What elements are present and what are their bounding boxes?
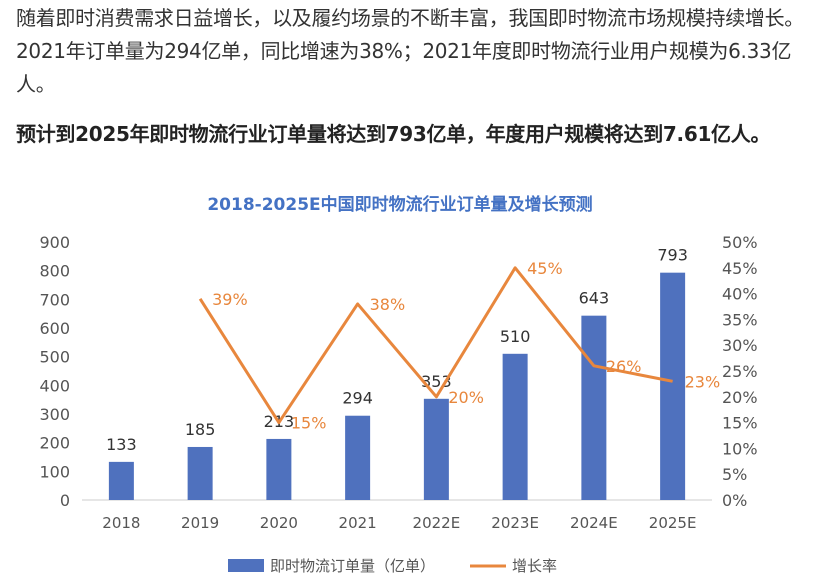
left-axis-tick: 400 [39,376,70,395]
left-axis-tick: 700 [39,290,70,309]
line-data-label: 15% [291,414,327,433]
left-axis-tick: 300 [39,405,70,424]
intro-paragraph: 随着即时消费需求日益增长，以及履约场景的不断丰富，我国即时物流市场规模持续增长。… [16,6,804,96]
legend-line-label: 增长率 [512,557,557,575]
x-axis-tick: 2022E [413,514,461,532]
left-axis-tick: 100 [39,462,70,481]
x-axis-tick: 2023E [491,514,539,532]
bar-data-label: 510 [500,327,531,346]
line-data-label: 26% [606,357,642,376]
x-axis-tick: 2021 [339,514,377,532]
bar [660,272,686,500]
x-axis-tick: 2019 [181,514,219,532]
bar [581,315,607,500]
left-axis-tick: 200 [39,434,70,453]
left-axis-tick: 800 [39,262,70,281]
bar [502,353,528,500]
bar [345,415,371,500]
line-data-label: 39% [212,290,248,309]
right-axis-tick: 10% [722,439,758,458]
right-axis-tick: 30% [722,336,758,355]
right-axis-tick: 35% [722,310,758,329]
x-axis-tick: 2024E [570,514,618,532]
left-axis-tick: 0 [60,491,70,510]
growth-rate-line [198,266,673,425]
bar-data-label: 185 [185,420,216,439]
bar [108,461,134,500]
left-axis-tick: 600 [39,319,70,338]
right-axis-tick: 50% [722,233,758,252]
bar-data-label: 793 [657,246,688,265]
chart-title: 2018-2025E中国即时物流行业订单量及增长预测 [207,194,592,215]
bar-data-label: 133 [106,435,137,454]
bar-data-label: 294 [342,389,373,408]
legend-bar-swatch [228,559,264,572]
bar [266,438,292,500]
left-axis-tick: 500 [39,348,70,367]
right-axis-tick: 0% [722,491,747,510]
x-axis-tick: 2018 [102,514,140,532]
right-axis-tick: 40% [722,285,758,304]
x-axis-tick: 2025E [649,514,697,532]
left-axis-tick: 900 [39,233,70,252]
line-data-label: 20% [448,388,484,407]
right-axis-tick: 45% [722,259,758,278]
line-data-label: 23% [685,372,721,391]
forecast-paragraph: 预计到2025年即时物流行业订单量将达到793亿单，年度用户规模将达到7.61亿… [16,122,771,146]
right-axis-tick: 25% [722,362,758,381]
right-axis-tick: 20% [722,388,758,407]
bar [423,398,449,500]
bar [187,446,213,500]
bar-data-label: 643 [579,289,610,308]
legend-bar-label: 即时物流订单量（亿单） [270,557,435,575]
x-axis-tick: 2020 [260,514,298,532]
line-data-label: 38% [370,295,406,314]
line-data-label: 45% [527,259,563,278]
right-axis-tick: 5% [722,465,747,484]
right-axis-tick: 15% [722,414,758,433]
